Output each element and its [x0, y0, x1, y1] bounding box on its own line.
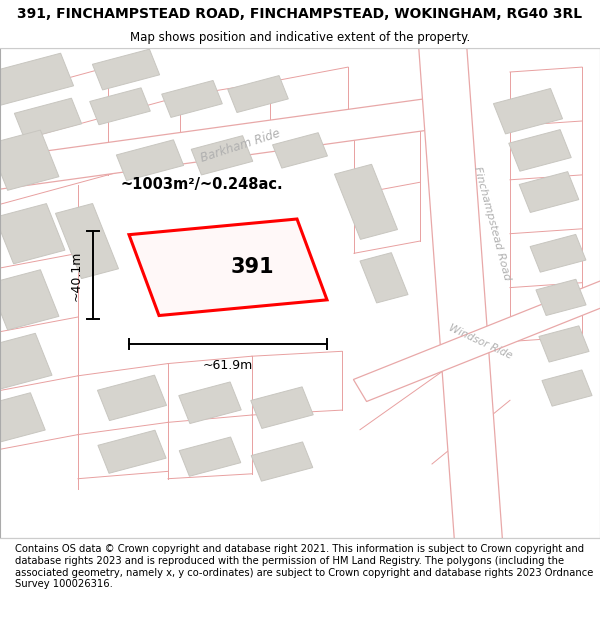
- Polygon shape: [97, 375, 167, 421]
- Polygon shape: [0, 333, 52, 389]
- Polygon shape: [360, 253, 408, 303]
- Polygon shape: [179, 437, 241, 476]
- Text: ~61.9m: ~61.9m: [203, 359, 253, 372]
- Polygon shape: [530, 234, 586, 272]
- Text: Finchampstead Road: Finchampstead Road: [472, 166, 512, 282]
- Text: ~1003m²/~0.248ac.: ~1003m²/~0.248ac.: [120, 177, 283, 192]
- Text: Contains OS data © Crown copyright and database right 2021. This information is : Contains OS data © Crown copyright and d…: [15, 544, 593, 589]
- Polygon shape: [536, 279, 586, 316]
- Polygon shape: [334, 164, 398, 239]
- Text: Barkham Ride: Barkham Ride: [199, 126, 281, 164]
- Polygon shape: [179, 382, 241, 424]
- Polygon shape: [14, 98, 82, 139]
- Polygon shape: [251, 387, 313, 429]
- Polygon shape: [519, 172, 579, 212]
- Text: Windsor Ride: Windsor Ride: [447, 322, 513, 361]
- Polygon shape: [191, 136, 253, 175]
- Polygon shape: [539, 326, 589, 362]
- Polygon shape: [227, 76, 289, 112]
- Polygon shape: [272, 132, 328, 168]
- Polygon shape: [353, 272, 600, 401]
- Polygon shape: [0, 204, 65, 264]
- Polygon shape: [161, 81, 223, 118]
- Polygon shape: [55, 204, 119, 279]
- Text: Map shows position and indicative extent of the property.: Map shows position and indicative extent…: [130, 31, 470, 44]
- Polygon shape: [116, 140, 184, 181]
- Polygon shape: [89, 88, 151, 125]
- Text: ~40.1m: ~40.1m: [69, 250, 82, 301]
- Text: 391: 391: [230, 258, 274, 278]
- Polygon shape: [0, 392, 45, 442]
- Polygon shape: [0, 53, 74, 106]
- Polygon shape: [92, 49, 160, 90]
- Polygon shape: [98, 430, 166, 473]
- Polygon shape: [509, 129, 571, 171]
- Text: 391, FINCHAMPSTEAD ROAD, FINCHAMPSTEAD, WOKINGHAM, RG40 3RL: 391, FINCHAMPSTEAD ROAD, FINCHAMPSTEAD, …: [17, 8, 583, 21]
- Polygon shape: [493, 89, 563, 134]
- Polygon shape: [129, 219, 327, 316]
- Polygon shape: [0, 270, 59, 330]
- Polygon shape: [0, 93, 471, 192]
- Polygon shape: [417, 22, 504, 563]
- Polygon shape: [542, 370, 592, 406]
- Polygon shape: [0, 130, 59, 191]
- Polygon shape: [251, 442, 313, 481]
